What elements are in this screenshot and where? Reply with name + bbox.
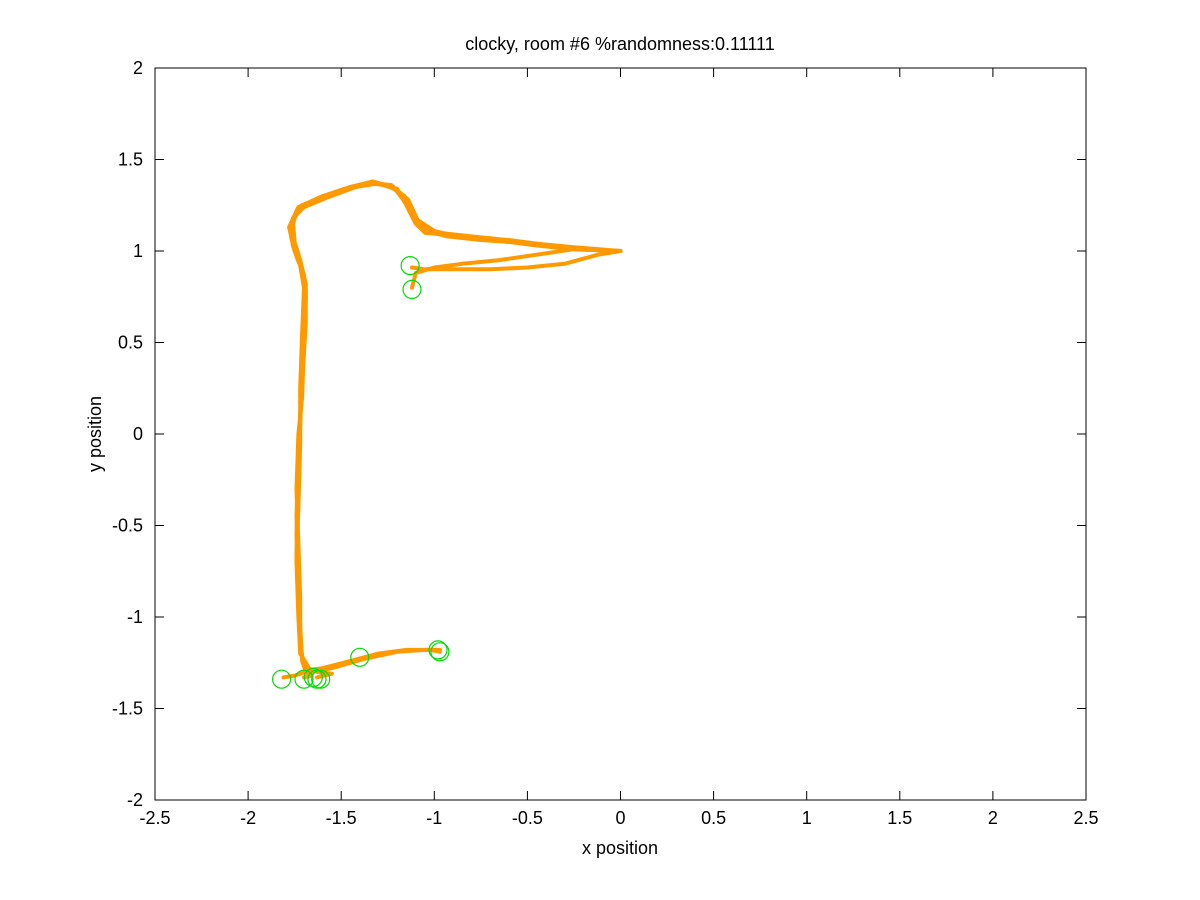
x-tick-label: -1 (426, 808, 442, 828)
chart-title: clocky, room #6 %randomness:0.11111 (465, 34, 775, 54)
y-tick-label: 0.5 (118, 333, 143, 353)
x-tick-label: 1 (802, 808, 812, 828)
marker-layer (272, 256, 450, 689)
x-tick-label: 2.5 (1073, 808, 1098, 828)
x-tick-label: -0.5 (512, 808, 543, 828)
y-axis-ticks: -2 -1.5 -1 -0.5 0 0.5 1 1.5 2 (112, 58, 1086, 810)
endpoint-marker-10 (311, 669, 331, 689)
x-tick-label: 0 (615, 808, 625, 828)
y-tick-label: -0.5 (112, 516, 143, 536)
endpoint-marker-7 (294, 669, 314, 689)
y-tick-label: 0 (133, 424, 143, 444)
x-tick-label: -1.5 (326, 808, 357, 828)
endpoint-marker-4 (430, 642, 450, 662)
y-tick-label: -1 (127, 607, 143, 627)
endpoint-marker-9 (307, 669, 327, 689)
endpoint-marker-2 (402, 279, 422, 299)
endpoint-marker-1 (400, 256, 420, 276)
x-tick-label: 1.5 (887, 808, 912, 828)
x-tick-label: 0.5 (701, 808, 726, 828)
x-tick-label: -2 (240, 808, 256, 828)
y-tick-label: 1 (133, 241, 143, 261)
endpoint-marker-8 (303, 667, 323, 688)
x-axis-ticks: -2.5 -2 -1.5 -1 -0.5 0 0.5 1 1.5 2 2.5 (139, 68, 1099, 828)
y-tick-label: 1.5 (118, 150, 143, 170)
trajectory-line-5 (288, 181, 623, 680)
endpoint-marker-3 (428, 640, 448, 660)
x-tick-label: 2 (988, 808, 998, 828)
y-axis-label: y position (85, 396, 105, 472)
y-tick-label: -1.5 (112, 699, 143, 719)
endpoint-marker-6 (272, 669, 292, 689)
x-tick-label: -2.5 (139, 808, 170, 828)
endpoint-marker-5 (350, 647, 370, 667)
x-axis-label: x position (582, 838, 658, 858)
y-tick-label: -2 (127, 790, 143, 810)
y-tick-label: 2 (133, 58, 143, 78)
